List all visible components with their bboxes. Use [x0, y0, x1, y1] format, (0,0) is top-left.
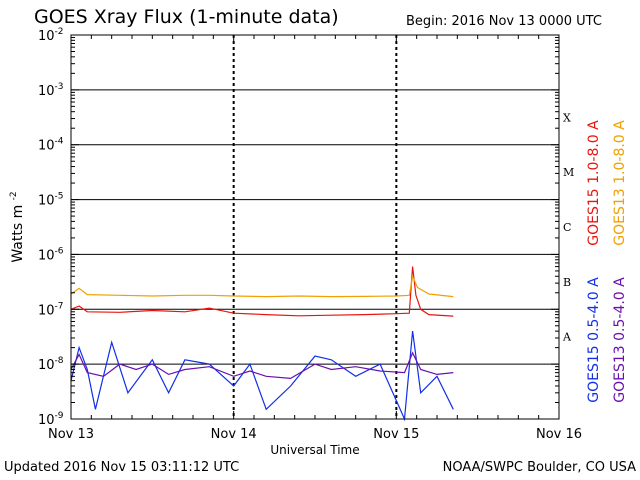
y-tick-label: 10-4: [38, 137, 64, 154]
legend-layer: GOES15 1.0-8.0 A GOES13 1.0-8.0 A GOES15 0…: [586, 120, 628, 403]
y-tick-label: 10-7: [38, 301, 64, 318]
legend-goes15_short: GOES15 0.5-4.0 A: [586, 277, 602, 403]
flare-class-A: A: [562, 331, 572, 344]
legend-goes15_long: GOES15 1.0-8.0 A: [586, 120, 602, 246]
x-tick-label: Nov 16: [536, 427, 582, 442]
series-line-goes15_short: [70, 331, 454, 422]
flare-class-C: C: [563, 221, 571, 234]
y-tick-label: 10-5: [38, 192, 64, 209]
updated-timestamp: Updated 2016 Nov 15 03:11:12 UTC: [4, 460, 240, 475]
credit-text: NOAA/SWPC Boulder, CO USA: [442, 460, 636, 475]
series-line-goes15_long: [70, 266, 454, 317]
plot-frame: [70, 34, 560, 420]
series-layer: [70, 266, 454, 422]
x-tick-label: Nov 15: [373, 427, 419, 442]
flare-class-X: X: [563, 111, 571, 124]
ticks-layer: [70, 35, 560, 420]
flare-class-M: M: [563, 166, 574, 179]
series-line-goes13_short: [70, 351, 454, 380]
series-line-goes13_long: [70, 274, 454, 298]
begin-time: Begin: 2016 Nov 13 0000 UTC: [406, 14, 602, 29]
y-tick-label: 10-9: [38, 411, 64, 428]
y-axis-title: Watts m -2: [9, 191, 26, 262]
grid-layer: [71, 35, 559, 419]
y-tick-label: 10-8: [38, 356, 64, 373]
legend-goes13_long: GOES13 1.0-8.0 A: [612, 120, 628, 246]
x-axis-title: Universal Time: [270, 443, 359, 457]
x-tick-label: Nov 13: [48, 427, 94, 442]
chart-title: GOES Xray Flux (1-minute data): [34, 6, 339, 28]
x-tick-label: Nov 14: [211, 427, 257, 442]
y-tick-label: 10-2: [38, 27, 64, 44]
y-tick-label: 10-6: [38, 246, 64, 263]
flare-class-B: B: [563, 276, 571, 289]
legend-goes13_short: GOES13 0.5-4.0 A: [612, 277, 628, 403]
y-tick-label: 10-3: [38, 82, 64, 99]
